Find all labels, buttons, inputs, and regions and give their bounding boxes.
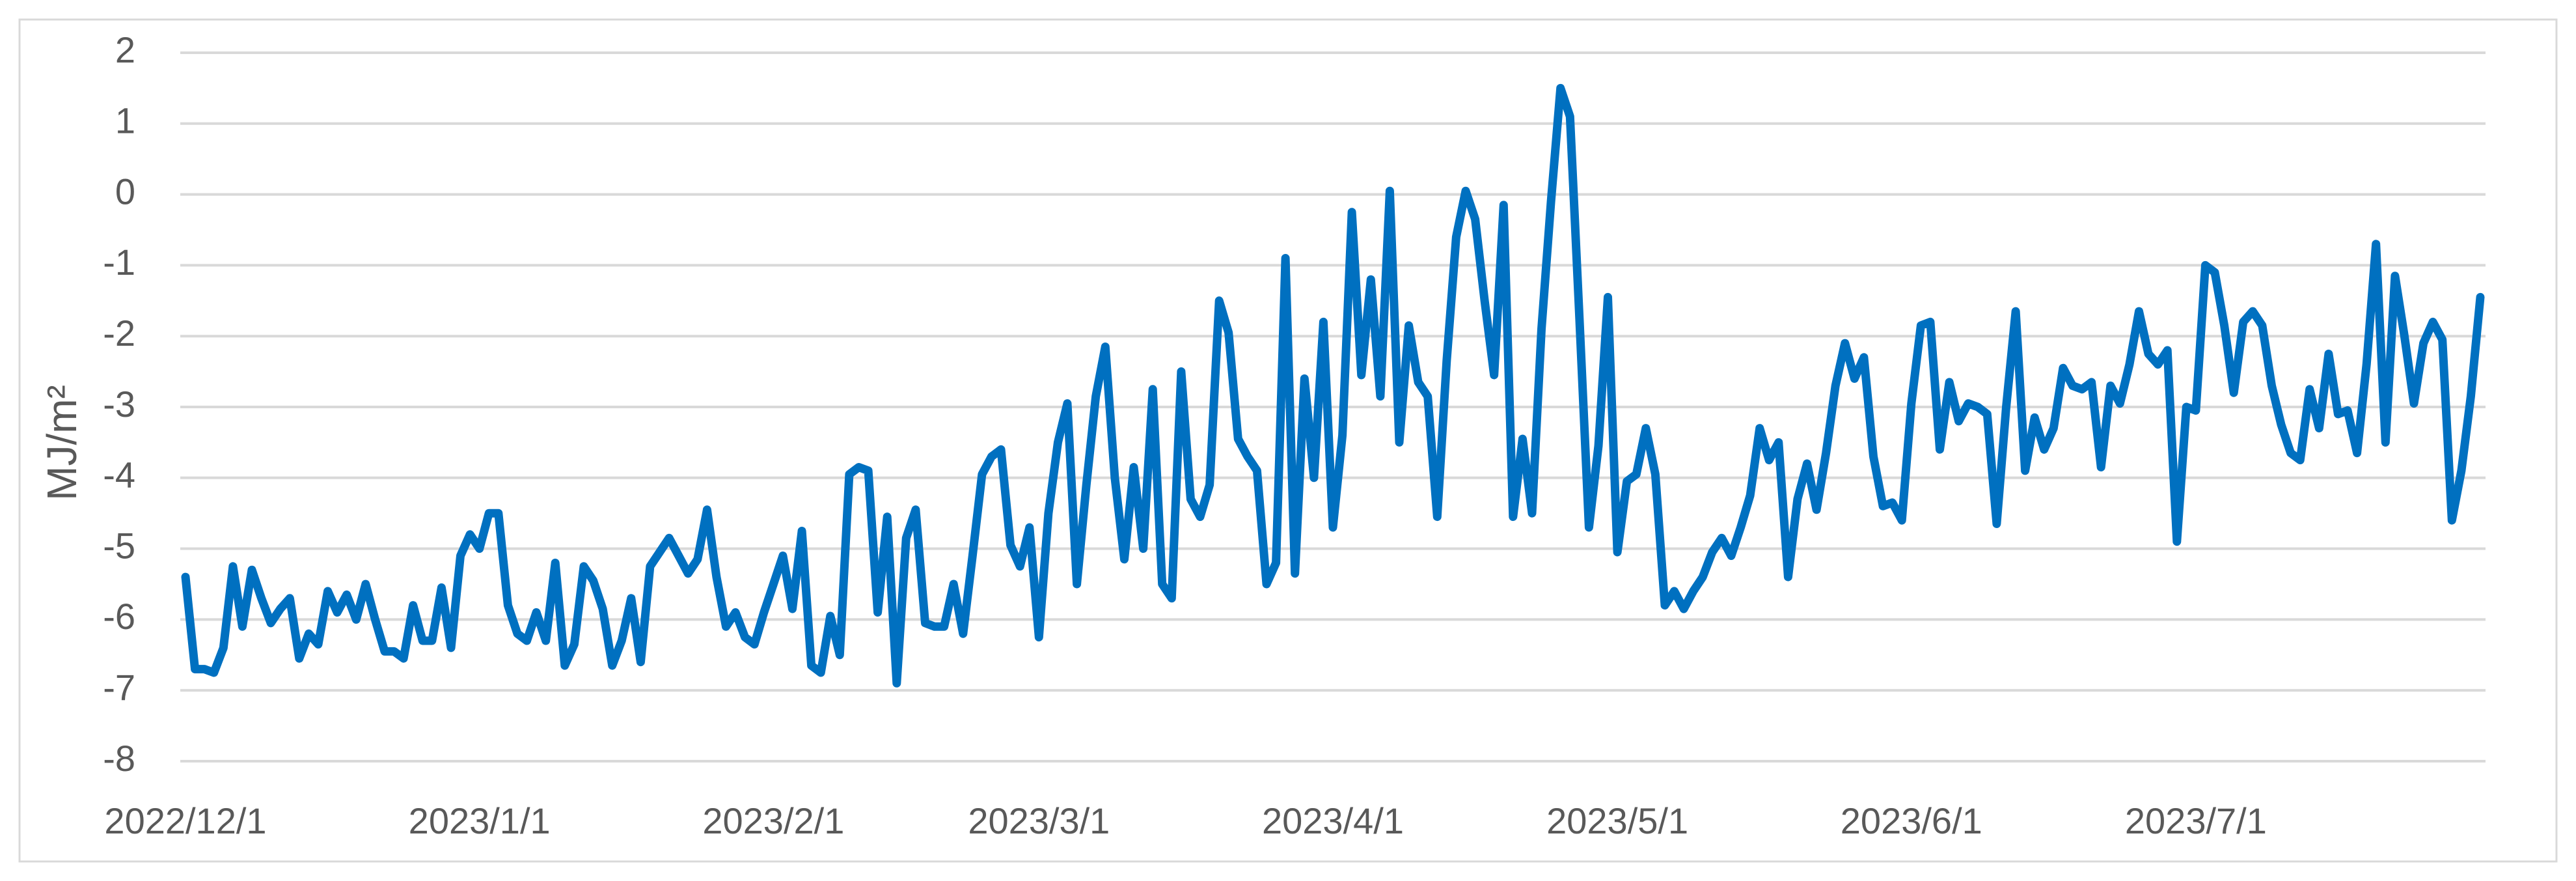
y-tick-label: -3 bbox=[103, 384, 135, 425]
y-tick-label: -1 bbox=[103, 242, 135, 283]
y-axis-title: MJ/m² bbox=[38, 385, 85, 501]
y-tick-label: -8 bbox=[103, 738, 135, 779]
x-tick-label: 2023/2/1 bbox=[702, 800, 844, 841]
y-tick-label: -2 bbox=[103, 313, 135, 354]
y-tick-label: 1 bbox=[115, 100, 135, 141]
x-tick-label: 2022/12/1 bbox=[104, 800, 266, 841]
y-tick-label: 2 bbox=[115, 29, 135, 70]
x-tick-label: 2023/7/1 bbox=[2125, 800, 2267, 841]
data-line bbox=[181, 83, 2485, 688]
y-tick-label: -6 bbox=[103, 596, 135, 637]
y-tick-label: 0 bbox=[115, 171, 135, 212]
x-tick-label: 2023/6/1 bbox=[1841, 800, 1982, 841]
y-tick-label: -4 bbox=[103, 454, 135, 496]
x-tick-label: 2023/5/1 bbox=[1546, 800, 1688, 841]
x-tick-label: 2023/3/1 bbox=[968, 800, 1110, 841]
y-tick-label: -7 bbox=[103, 667, 135, 708]
y-tick-label: -5 bbox=[103, 525, 135, 566]
x-tick-label: 2023/1/1 bbox=[409, 800, 551, 841]
x-tick-label: 2023/4/1 bbox=[1262, 800, 1404, 841]
